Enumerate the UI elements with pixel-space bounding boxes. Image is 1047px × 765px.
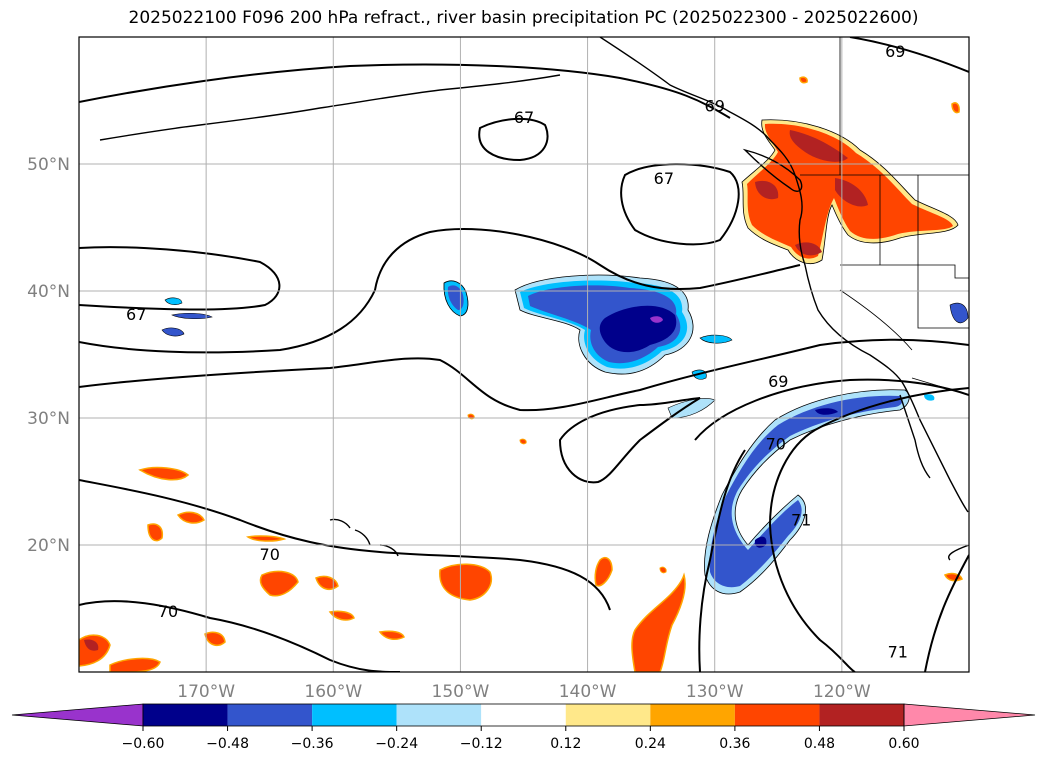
lat-tick-label: 50°N: [27, 155, 70, 175]
lon-tick-labels: 170°W 160°W 150°W 140°W 130°W 120°W: [177, 682, 871, 702]
colorbar-frame: [142, 703, 905, 727]
contour-67-closed-a: [478, 117, 549, 162]
colorbar-extend-low: [11, 703, 144, 727]
map-frame: [78, 36, 970, 673]
contour-67-closed-b: [620, 163, 740, 246]
colorbar-labels: −0.60 −0.48 −0.36 −0.24 −0.12 0.12 0.24 0.36 0.4…: [122, 726, 920, 752]
coast-alaska-panhandle: [599, 37, 796, 176]
lon-tick-label: 160°W: [304, 682, 362, 702]
coast-west-north-america: [794, 174, 969, 513]
contour-70-west-coast: [698, 449, 746, 672]
contour-label: 67: [126, 305, 146, 324]
colorbar-swatch: [650, 704, 735, 726]
colorbar-tick-label: 0.12: [550, 736, 581, 752]
contour-label: 71: [888, 643, 908, 662]
contour-label: 70: [260, 545, 280, 564]
colorbar-tick-label: −0.48: [206, 736, 249, 752]
colorbar-tick-label: −0.24: [375, 736, 418, 752]
colorbar: −0.60 −0.48 −0.36 −0.24 −0.12 0.12 0.24 0.36 0.4…: [11, 703, 1036, 752]
contour-71-east: [924, 554, 969, 672]
lon-tick-label: 140°W: [559, 682, 617, 702]
contour-label: 67: [654, 169, 674, 188]
colorbar-tick-label: 0.48: [804, 736, 835, 752]
colorbar-tick-label: 0.60: [888, 736, 919, 752]
precip-field-negative: [161, 274, 969, 595]
coast-aleutians: [99, 74, 561, 141]
colorbar-tick-label: 0.36: [719, 736, 750, 752]
lat-tick-label: 20°N: [27, 536, 70, 556]
colorbar-swatch: [143, 704, 228, 726]
contour-67-east: [79, 228, 801, 354]
contour-label: 69: [705, 97, 725, 116]
coast-vancouver-island: [742, 148, 803, 192]
colorbar-swatch: [227, 704, 313, 726]
colorbar-tick-label: −0.12: [460, 736, 503, 752]
contour-label: 67: [514, 108, 534, 127]
lon-tick-label: 130°W: [686, 682, 744, 702]
colorbar-swatch: [734, 704, 820, 726]
contour-70-arc: [694, 378, 969, 441]
lon-tick-label: 120°W: [813, 682, 871, 702]
contour-label: 69: [885, 42, 905, 61]
colorbar-swatch: [565, 704, 651, 726]
contour-label: 70: [766, 434, 786, 453]
graticule: [79, 37, 969, 672]
colorbar-swatch: [819, 704, 904, 726]
contour-70-lower: [79, 479, 611, 611]
contour-69-ne: [849, 37, 969, 73]
contour-69-tongue: [558, 397, 701, 484]
lon-tick-label: 150°W: [432, 682, 490, 702]
coast-mexico-west: [948, 544, 969, 561]
lon-tick-label: 170°W: [177, 682, 235, 702]
contour-67-loop-west: [79, 246, 281, 311]
contour-67-north: [79, 63, 731, 119]
contour-70-south: [79, 600, 401, 672]
lat-tick-label: 30°N: [27, 409, 70, 429]
colorbar-swatch: [481, 704, 566, 726]
contour-label: 71: [791, 511, 811, 530]
map-background: [79, 37, 969, 672]
contour-69-lower: [79, 338, 969, 412]
colorbar-swatch: [396, 704, 482, 726]
colorbar-tick-label: 0.24: [635, 736, 666, 752]
precip-field-positive: [79, 76, 963, 672]
contour-label: 69: [768, 372, 788, 391]
contour-71: [768, 387, 969, 672]
colorbar-swatches: [11, 703, 1036, 727]
contour-label: 70: [158, 602, 178, 621]
coast-baja: [899, 394, 931, 479]
lat-tick-label: 40°N: [27, 282, 70, 302]
map-title: 2025022100 F096 200 hPa refract., river …: [128, 8, 919, 28]
lat-tick-labels: 50°N 40°N 30°N 20°N: [27, 155, 70, 556]
colorbar-tick-label: −0.36: [291, 736, 334, 752]
colorbar-swatch: [312, 704, 397, 726]
refractivity-contours: [79, 37, 969, 672]
contour-labels: 67 67 67 69 69 69 70 70 70 71 71: [126, 42, 908, 662]
colorbar-tick-label: −0.60: [122, 736, 165, 752]
political-borders: [800, 37, 969, 396]
colorbar-extend-high: [903, 703, 1036, 727]
